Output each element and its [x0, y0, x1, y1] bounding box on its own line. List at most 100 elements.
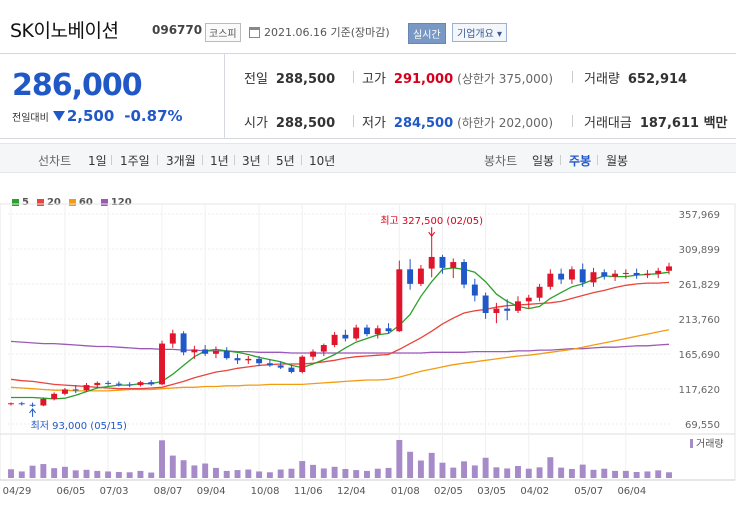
legend-ma60[interactable]: 60	[68, 197, 93, 208]
period-10y[interactable]: 10년	[309, 154, 336, 168]
stat-label: 시가	[244, 116, 268, 131]
period-1d[interactable]: 1일	[88, 154, 107, 168]
volume-legend-swatch	[690, 439, 693, 448]
stock-chart[interactable]: 69,550 117,620 165,690 213,760 261,829 309,89…	[0, 190, 736, 510]
candle	[202, 345, 209, 356]
low-annotation: 최저 93,000 (05/15)	[31, 420, 127, 432]
x-tick-label: 06/05	[57, 486, 86, 497]
period-3y[interactable]: 3년	[242, 154, 261, 168]
candle-daily[interactable]: 일봉	[532, 154, 555, 168]
x-tick-label: 09/04	[197, 486, 226, 497]
candle	[105, 380, 112, 386]
divider	[268, 155, 269, 165]
x-tick-label: 07/03	[100, 486, 129, 497]
date-info: 2021.06.16 기준(장마감)	[249, 24, 390, 40]
candle	[18, 401, 25, 406]
legend-ma5[interactable]: 5	[12, 197, 29, 208]
legend-swatch	[68, 199, 76, 206]
ma-line-20	[10, 281, 670, 390]
volume-bar	[622, 470, 629, 478]
company-overview-dropdown[interactable]: 기업개요 ▾	[452, 23, 507, 42]
candle-body	[633, 272, 640, 276]
volume-bar	[450, 467, 457, 478]
candle	[439, 254, 446, 274]
candle	[94, 381, 101, 388]
stat-label: 저가	[362, 116, 386, 131]
legend-label: 120	[110, 197, 132, 208]
volume-bar	[396, 440, 403, 478]
candle-body	[471, 284, 478, 296]
x-tick-label: 02/05	[434, 486, 463, 497]
change-value: 2,500	[66, 107, 115, 125]
period-1y[interactable]: 1년	[210, 154, 229, 168]
candle-body	[331, 334, 338, 346]
x-tick-label: 05/07	[574, 486, 603, 497]
candle	[590, 267, 597, 287]
candle-monthly[interactable]: 월봉	[606, 154, 629, 168]
line-chart-label: 선차트	[38, 154, 72, 168]
candle	[525, 294, 532, 309]
upper-limit: (상한가 375,000)	[457, 72, 554, 86]
volume-bar	[212, 467, 219, 478]
candle	[191, 345, 198, 359]
volume-bar	[191, 465, 198, 478]
candle	[417, 264, 424, 287]
volume-bar	[612, 470, 619, 478]
volume-bar	[385, 467, 392, 478]
candle	[374, 325, 381, 339]
period-5y[interactable]: 5년	[276, 154, 295, 168]
volume-bar	[633, 471, 640, 478]
stat-label: 거래대금	[584, 116, 632, 131]
legend-ma20[interactable]: 20	[36, 197, 61, 208]
candle	[655, 267, 662, 279]
candle-body	[590, 272, 597, 283]
divider	[560, 155, 561, 165]
candle	[504, 299, 511, 321]
change-row: 전일대비 2,500 -0.87%	[12, 107, 183, 125]
candle	[407, 259, 414, 290]
candle	[666, 262, 672, 275]
legend-swatch	[36, 199, 44, 206]
volume-bar	[159, 440, 165, 478]
volume-bar	[428, 452, 435, 478]
divider	[597, 155, 598, 165]
candle	[644, 270, 651, 279]
candle-body	[212, 350, 219, 354]
ma-line-60	[10, 329, 670, 392]
volume-bar	[558, 467, 565, 478]
stat-prev-close: 전일 288,500	[244, 68, 335, 87]
volume-bar	[655, 470, 662, 478]
candle	[245, 355, 252, 364]
candle	[8, 402, 14, 406]
divider	[301, 155, 302, 165]
volume-bar	[40, 464, 47, 478]
stat-volume: 거래량 652,914	[584, 68, 687, 87]
candle-body	[169, 333, 176, 344]
period-3m[interactable]: 3개월	[166, 154, 196, 168]
y-tick-label: 69,550	[685, 420, 720, 431]
y-tick-label: 357,969	[679, 210, 720, 221]
x-tick-label: 04/29	[3, 486, 32, 497]
ma-line-5	[11, 267, 670, 400]
volume-bar	[590, 469, 597, 478]
candle-body	[612, 273, 619, 277]
candle	[212, 346, 219, 359]
period-1w[interactable]: 1주일	[120, 154, 150, 168]
volume-bar	[579, 464, 586, 478]
volume-label: 거래량	[696, 438, 724, 450]
divider	[157, 155, 158, 165]
candle-body	[126, 384, 133, 386]
change-percent: -0.87%	[124, 107, 183, 125]
candle	[428, 236, 435, 278]
candle-body	[288, 367, 295, 372]
candle-body	[374, 328, 381, 335]
legend-ma120[interactable]: 120	[100, 197, 132, 208]
volume-bar	[568, 468, 575, 478]
candle-weekly[interactable]: 주봉	[569, 154, 592, 168]
change-label: 전일대비	[12, 112, 49, 124]
candle-body	[234, 358, 241, 361]
candle-body	[450, 262, 457, 268]
stat-high: 고가 291,000 (상한가 375,000)	[362, 68, 553, 87]
realtime-button[interactable]: 실시간	[408, 23, 446, 44]
volume-bar	[536, 467, 543, 478]
